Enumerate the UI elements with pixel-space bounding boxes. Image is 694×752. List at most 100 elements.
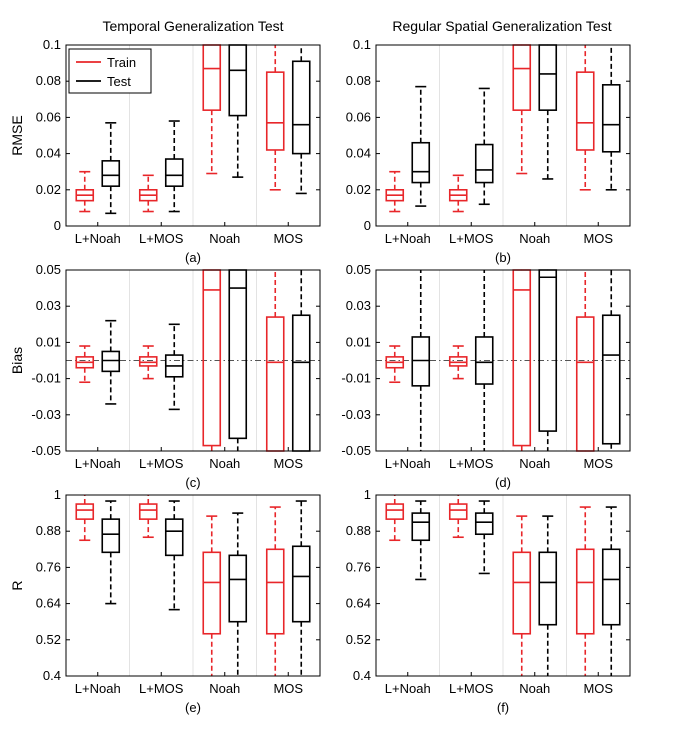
legend-label-test: Test [107,74,131,89]
y-tick-label: 0 [54,218,61,233]
box-test-noah [538,44,558,180]
box-train-l-noah [385,345,405,384]
box-test-noah [228,512,248,676]
y-tick-label: 0.52 [346,632,371,647]
panels-group: 0 0.02 0.04 0.06 0.08 0.1 L+Noah L+MOS Noah MOS (a… [9,37,631,715]
y-tick-label: 0.03 [36,298,61,313]
box-iqr [601,314,621,445]
box-iqr [164,518,184,557]
series-train [75,44,285,213]
y-tick-label: 0.06 [36,109,61,124]
box-iqr [411,141,431,184]
box-test-mos [291,500,311,676]
box-test-mos [601,506,621,676]
y-tick-label: 0.1 [353,37,371,52]
series-train [385,44,595,213]
panel-d: -0.05 -0.03 -0.01 0.01 0.03 0.05 L+Noah L+MOS No… [341,262,631,490]
panel-f: 0.4 0.52 0.64 0.76 0.88 1 L+Noah L+MOS Noah MOS (f… [346,487,631,715]
panel-label: (f) [497,700,509,715]
box-train-l-noah [75,345,95,384]
box-iqr [512,551,532,635]
box-iqr [411,336,431,387]
y-tick-label: -0.03 [31,407,61,422]
box-iqr [291,545,311,623]
box-train-mos [265,506,285,676]
x-category-label: L+Noah [75,681,121,696]
x-category-label: L+MOS [139,681,184,696]
panel-e: 0.4 0.52 0.64 0.76 0.88 1 L+Noah L+MOS Noah MOS (e… [9,487,321,715]
box-train-mos [265,45,285,191]
x-category-label: Noah [519,231,550,246]
y-tick-label: 0.76 [36,559,61,574]
y-tick-label: 1 [364,487,371,502]
box-train-l-mos [448,174,468,213]
box-test-l-mos [474,500,494,575]
box-iqr [601,84,621,153]
panel-b: 0 0.02 0.04 0.06 0.08 0.1 L+Noah L+MOS Noah MOS (b… [346,37,631,265]
box-iqr [411,512,431,542]
x-category-label: MOS [273,681,303,696]
box-iqr [265,548,285,635]
series-test [101,500,311,676]
x-category-label: L+Noah [385,231,431,246]
x-category-label: Noah [519,681,550,696]
y-tick-label: 0.88 [36,523,61,538]
box-test-l-noah [411,270,431,451]
box-iqr [512,44,532,111]
y-tick-label: 0.08 [36,73,61,88]
x-category-label: Noah [519,456,550,471]
y-tick-label: 0.1 [43,37,61,52]
box-iqr [601,548,621,626]
x-category-label: MOS [273,456,303,471]
x-category-label: MOS [273,231,303,246]
y-tick-label: 0.88 [346,523,371,538]
y-tick-label: 0.01 [346,334,371,349]
series-test [411,44,621,207]
box-iqr [138,356,158,367]
series-train [385,495,595,676]
box-iqr [448,356,468,367]
panel-label: (e) [185,700,201,715]
box-train-noah [512,515,532,676]
box-iqr [385,503,405,520]
series-test [411,500,621,676]
box-iqr [448,503,468,520]
box-test-mos [601,45,621,191]
box-train-l-mos [448,345,468,380]
panel-label: (d) [495,475,511,490]
y-tick-label: 0.02 [36,182,61,197]
box-iqr [228,269,248,440]
box-iqr [538,44,558,111]
axes-frame [375,494,631,677]
x-category-label: L+MOS [449,456,494,471]
box-iqr [202,551,222,635]
y-tick-label: -0.01 [341,371,371,386]
series-test [101,44,311,215]
box-iqr [101,350,121,373]
y-tick-label: 1 [54,487,61,502]
box-iqr [575,71,595,151]
box-train-l-noah [75,495,95,542]
y-tick-label: 0.04 [346,146,371,161]
x-category-label: L+Noah [75,231,121,246]
box-test-l-mos [474,270,494,451]
x-category-label: MOS [583,456,613,471]
y-tick-label: 0.05 [346,262,371,277]
box-iqr [575,548,595,635]
box-test-noah [538,515,558,676]
box-iqr [512,269,532,447]
box-train-mos [575,45,595,191]
x-category-label: L+Noah [385,456,431,471]
axes-frame [65,494,321,677]
box-test-mos [291,45,311,195]
box-train-l-mos [138,495,158,539]
y-tick-label: 0.76 [346,559,371,574]
y-tick-label: 0.4 [43,668,61,683]
legend-box [68,48,152,94]
box-train-l-noah [75,170,95,213]
y-tick-label: 0.4 [353,668,371,683]
x-category-label: MOS [583,231,613,246]
x-category-label: L+Noah [75,456,121,471]
series-test [411,269,621,451]
